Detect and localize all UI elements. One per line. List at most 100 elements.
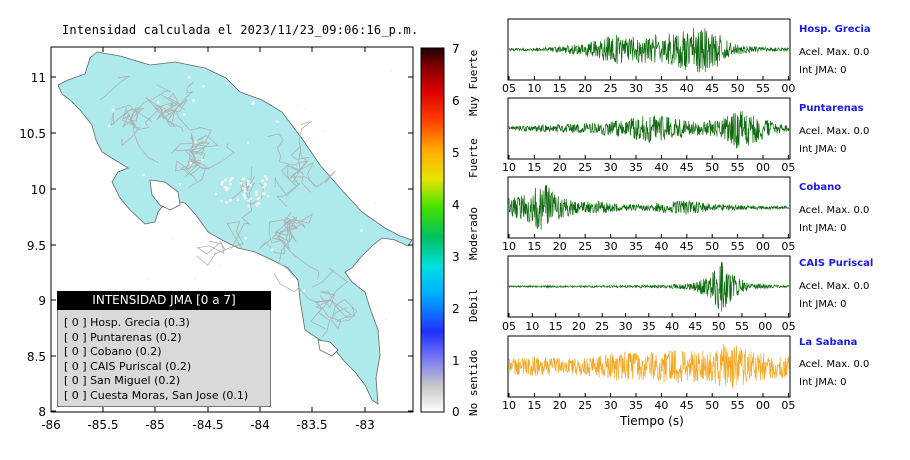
road-line [299,161,316,187]
road-line [189,135,219,151]
city-point [239,182,242,185]
legend-row: [ 0 ] Cuesta Moras, San Jose (0.1) [64,389,249,402]
city-point [304,107,307,110]
waveform-tick-label: 50 [705,161,720,174]
station-jma: Int JMA: 0 [799,299,847,310]
city-point [194,255,198,259]
waveform-tick-label: 25 [603,82,618,95]
x-tick-label: -84.5 [192,418,224,432]
road-line [129,108,153,123]
road-line [278,229,320,280]
road-line [274,169,301,197]
city-point [360,229,363,232]
waveform-tick-label: 20 [552,240,567,253]
waveform-panel [507,97,791,160]
waveform-tick-label: 35 [629,399,643,412]
road-line [329,299,356,318]
waveform-tick-label: 00 [781,82,796,95]
road-line [196,249,226,267]
road-line [171,140,203,154]
waveform-tick-label: 45 [679,161,694,174]
x-tick-label: -86 [41,418,61,432]
city-point [194,141,197,144]
city-point [373,201,377,204]
city-point [111,108,115,111]
road-line [185,149,206,182]
waveform-tick-label: 25 [578,399,593,412]
waveform-tick-label: 15 [548,320,563,333]
road-line [267,133,308,171]
legend-row: [ 0 ] San Miguel (0.2) [64,374,181,387]
city-point [226,83,229,86]
road-line [174,109,213,131]
station-jma: Int JMA: 0 [799,377,847,388]
waveform-tick-label: 10 [527,82,542,95]
waveform-trace [508,343,790,390]
city-point [249,197,252,200]
waveform-tick-label: 40 [654,240,669,253]
waveform-panel [507,335,791,398]
city-point [256,201,259,205]
station-name: Cobano [799,182,842,193]
waveform-tick-label: 30 [629,82,643,95]
map-axis-ticks [50,47,413,412]
city-point [243,187,247,191]
city-point [157,101,160,104]
y-tick-label: 8.5 [26,350,46,364]
road-line [290,145,310,171]
waveform-tick-label: 45 [679,240,694,253]
city-point [189,162,193,165]
legend-row: [ 0 ] Hosp. Grecia (0.3) [64,316,190,329]
city-point [276,120,279,123]
waveform-tick-label: 05 [502,320,516,333]
waveform-tick-label: 00 [758,320,773,333]
city-point [225,188,228,192]
waveform-tick-label: 50 [730,82,745,95]
city-point [214,192,218,196]
waveform-tick-label: 55 [730,161,745,174]
x-tick-label: -84 [250,418,270,432]
x-tick-label: -85 [145,418,165,432]
waveform-tick-label: 25 [578,161,593,174]
road-line [274,221,297,243]
colorbar-tick-label: 6 [452,94,460,108]
city-point [107,125,111,128]
city-point [231,176,234,180]
legend-row: [ 0 ] CAIS Puriscal (0.2) [64,360,192,373]
city-point [264,175,267,178]
road-line [317,299,331,337]
city-point [340,180,343,184]
colorbar-tick-label: 5 [452,146,460,160]
waveform-tick-label: 15 [527,161,542,174]
city-point [249,183,252,187]
road-line [271,229,291,250]
city-point [252,101,256,104]
station-jma: Int JMA: 0 [799,144,847,155]
city-point [266,194,270,198]
city-point [263,182,267,185]
city-point [262,192,265,195]
waveform-tick-label: 30 [603,399,618,412]
waveform-panel [507,176,791,239]
y-tick-label: 11 [30,71,46,85]
waveform-tick-label: 55 [756,82,770,95]
station-name: Puntarenas [799,103,864,114]
city-point [188,76,191,79]
road-line [121,113,137,128]
waveform-tick-label: 20 [552,161,567,174]
waveform-tick-label: 05 [781,240,796,253]
city-point [258,202,261,205]
city-point [271,248,274,251]
waveform-tick-label: 10 [525,320,540,333]
city-point [243,194,247,197]
city-point [202,84,205,88]
waveform-tick-label: 40 [665,320,680,333]
city-point [224,178,227,182]
road-line [283,211,306,231]
waveform-tick-label: 40 [654,161,669,174]
waveform-tick-label: 20 [552,399,567,412]
city-point [384,317,388,321]
city-point [265,178,269,181]
road-line [188,149,207,188]
road-line [298,120,312,171]
